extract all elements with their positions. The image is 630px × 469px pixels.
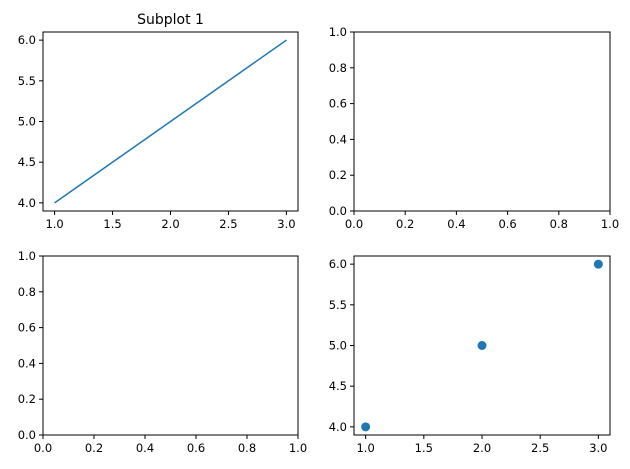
subplot-3-xtick-label: 0.2 [85, 441, 103, 455]
subplot-3-ytick-label: 1.0 [18, 249, 36, 263]
subplot-3-xtick-label: 0.4 [136, 441, 154, 455]
subplot-2-ytick-label: 0.2 [329, 168, 347, 182]
subplot-4-ytick-label: 5.5 [329, 298, 347, 312]
subplot-3-xtick-label: 0.8 [238, 441, 256, 455]
subplot-4-point-2 [593, 259, 603, 269]
subplot-2-ytick-label: 1.0 [329, 25, 347, 39]
subplot-4-xtick-label: 3.0 [589, 441, 607, 455]
subplot-3-axes-frame [42, 255, 299, 436]
subplot-4: 1.0 1.5 2.0 2.5 3.0 4.0 4.5 5.0 5.5 6.0 [329, 255, 611, 455]
subplot-3-ytick-label: 0.6 [18, 321, 36, 335]
subplot-3-xtick-label: 0.0 [34, 441, 52, 455]
subplot-1-ytick-label: 6.0 [18, 33, 36, 47]
subplot-4-point-1 [477, 341, 487, 350]
subplot-2: 0.0 0.2 0.4 0.6 0.8 1.0 0.0 0.2 0.4 0.6 0.8 1.0 [329, 25, 619, 231]
subplot-2-ytick-label: 0.6 [329, 97, 347, 111]
subplot-1-ytick-label: 4.5 [18, 155, 36, 169]
subplot-2-axes-frame [353, 31, 611, 212]
subplot-1-xtick-label: 2.5 [219, 217, 237, 231]
subplot-3-xtick-label: 1.0 [289, 441, 307, 455]
subplot-2-xtick-label: 0.0 [345, 217, 363, 231]
subplot-4-xtick-label: 1.5 [415, 441, 433, 455]
subplot-4-ytick-label: 4.5 [329, 379, 347, 393]
subplot-3-ytick-label: 0.4 [18, 356, 36, 370]
subplot-1-xtick-label: 1.5 [103, 217, 121, 231]
subplot-3-ytick-label: 0.2 [18, 392, 36, 406]
subplot-1-title: Subplot 1 [137, 12, 204, 28]
subplot-2-ytick-label: 0.8 [329, 61, 347, 75]
subplot-3-ytick-label: 0.8 [18, 285, 36, 299]
subplot-4-xtick-label: 2.5 [531, 441, 549, 455]
subplot-2-xtick-label: 0.2 [396, 217, 414, 231]
subplot-4-ytick-label: 5.0 [329, 339, 347, 353]
subplot-4-ytick-label: 4.0 [329, 420, 347, 434]
subplot-3-ytick-label: 0.0 [18, 428, 36, 442]
subplot-2-xtick-label: 0.4 [447, 217, 465, 231]
subplot-2-xtick-label: 1.0 [601, 217, 619, 231]
subplot-4-point-0 [361, 422, 371, 432]
subplot-1: 1.0 1.5 2.0 2.5 3.0 4.0 4.5 5.0 5.5 6.0 Subplot 1 [18, 12, 299, 231]
subplot-1-xtick-label: 2.0 [161, 217, 179, 231]
subplot-2-xtick-label: 0.8 [550, 217, 568, 231]
subplot-2-xtick-label: 0.6 [498, 217, 516, 231]
subplot-1-ytick-label: 5.0 [18, 115, 36, 129]
subplot-1-xtick-label: 1.0 [45, 217, 63, 231]
subplot-4-ytick-label: 6.0 [329, 257, 347, 271]
subplot-1-ytick-label: 4.0 [18, 196, 36, 210]
subplot-1-xtick-label: 3.0 [277, 217, 295, 231]
subplot-3: 0.0 0.2 0.4 0.6 0.8 1.0 0.0 0.2 0.4 0.6 0.8 1.0 [18, 249, 307, 455]
subplot-1-series-line [54, 39, 287, 204]
subplot-4-xtick-label: 1.0 [356, 441, 374, 455]
subplot-3-xtick-label: 0.6 [187, 441, 205, 455]
subplot-4-xtick-label: 2.0 [473, 441, 491, 455]
subplot-2-ytick-label: 0.0 [329, 204, 347, 218]
subplot-1-ytick-label: 5.5 [18, 74, 36, 88]
subplot-2-ytick-label: 0.4 [329, 132, 347, 146]
